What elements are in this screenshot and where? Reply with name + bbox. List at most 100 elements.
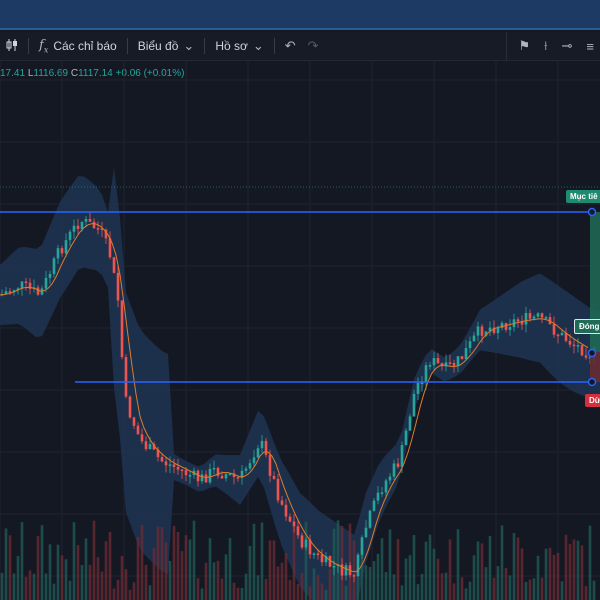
price-chart[interactable] xyxy=(0,60,600,600)
volume-bar xyxy=(400,585,404,600)
volume-bar xyxy=(376,553,380,600)
candle xyxy=(80,221,84,229)
layout-button[interactable]: Biểu đồ ⌄ xyxy=(132,32,201,60)
low-value: 1116.69 xyxy=(33,68,69,79)
candle xyxy=(136,425,140,435)
volume-bar xyxy=(516,537,520,600)
candle xyxy=(532,316,536,319)
candle xyxy=(460,356,464,360)
volume-bar xyxy=(324,589,328,600)
candle xyxy=(488,327,492,332)
horizontal-line-icon[interactable]: ⊸ xyxy=(561,38,573,53)
volume-bar xyxy=(448,539,452,600)
candle xyxy=(484,331,488,336)
chevron-down-icon: ⌄ xyxy=(252,38,264,53)
candle xyxy=(36,287,40,295)
undo-button[interactable]: ↶ xyxy=(279,32,302,60)
volume-bar xyxy=(204,562,208,600)
toolbar-divider xyxy=(126,38,128,54)
volume-bar xyxy=(480,543,484,600)
trend-line-icon[interactable]: ≡ xyxy=(586,38,594,54)
volume-bar xyxy=(32,573,36,600)
redo-button[interactable]: ↷ xyxy=(302,32,325,60)
entry-label[interactable]: Đóng xyxy=(574,319,600,334)
volume-bar xyxy=(128,589,132,600)
candle xyxy=(40,288,44,295)
candle xyxy=(584,355,588,358)
volume-bar xyxy=(452,583,456,600)
candle xyxy=(64,240,68,254)
volume-bar xyxy=(348,523,352,600)
volume-bar xyxy=(364,565,368,600)
drawing-tools: ⚑ ⟊ ⊸ ≡ xyxy=(505,32,600,60)
volume-bar xyxy=(408,555,412,600)
volume-bar xyxy=(156,526,160,600)
candle xyxy=(196,470,200,482)
volume-bar xyxy=(300,572,304,600)
volume-bar xyxy=(280,562,284,600)
candle xyxy=(228,473,232,476)
flag-icon[interactable]: ⚑ xyxy=(518,38,531,53)
candle xyxy=(212,467,216,470)
volume-bar xyxy=(52,583,56,600)
candle xyxy=(104,229,108,239)
indicators-button[interactable]: fx Các chỉ báo xyxy=(33,32,123,60)
candle xyxy=(112,257,116,273)
volume-bar xyxy=(168,560,172,600)
candle xyxy=(88,219,92,222)
candle xyxy=(468,341,472,349)
stop-label[interactable]: Dừ xyxy=(585,394,600,407)
volume-bar xyxy=(496,566,500,600)
volume-bar xyxy=(568,543,572,600)
volume-bar xyxy=(268,540,272,600)
candle xyxy=(340,564,344,576)
change-value: +0.06 (+0.01%) xyxy=(115,68,185,79)
volume-bar xyxy=(540,577,544,600)
volume-bar xyxy=(272,540,276,600)
candle xyxy=(500,322,504,328)
volume-bar xyxy=(416,584,420,600)
candle xyxy=(224,474,228,479)
candle xyxy=(560,332,564,336)
volume-bar xyxy=(212,562,216,600)
candle xyxy=(4,291,8,294)
volume-bar xyxy=(24,576,28,600)
candle xyxy=(304,539,308,548)
volume-bar xyxy=(304,521,308,600)
volume-bar xyxy=(444,572,448,600)
candle xyxy=(508,327,512,330)
indicators-label: Các chỉ báo xyxy=(53,39,117,53)
candle xyxy=(312,553,316,555)
volume-bar xyxy=(96,557,100,600)
chart-type-button[interactable] xyxy=(0,32,24,60)
candle xyxy=(124,357,128,397)
candle xyxy=(220,475,224,479)
candle xyxy=(408,416,412,431)
candle xyxy=(352,575,356,577)
volume-bar xyxy=(560,581,564,600)
volume-bar xyxy=(456,529,460,600)
template-button[interactable]: Hồ sơ ⌄ xyxy=(209,32,269,60)
candle xyxy=(380,492,384,494)
volume-bar xyxy=(124,569,128,600)
volume-bar xyxy=(472,555,476,600)
volume-bar xyxy=(88,564,92,600)
candle xyxy=(24,281,28,283)
target-label[interactable]: Mục tiê xyxy=(566,190,600,203)
candle xyxy=(440,363,444,367)
candle xyxy=(240,470,244,478)
candle xyxy=(464,348,468,360)
candle xyxy=(156,449,160,458)
volume-bar xyxy=(544,548,548,600)
volume-bar xyxy=(384,572,388,600)
volume-bar xyxy=(564,534,568,600)
volume-bar xyxy=(224,554,228,600)
volume-bar xyxy=(188,539,192,600)
volume-bar xyxy=(56,544,60,600)
volume-bar xyxy=(48,544,52,600)
volume-bar xyxy=(184,535,188,600)
candle xyxy=(556,334,560,337)
volume-bar xyxy=(28,570,32,600)
volume-bar xyxy=(64,559,68,600)
ray-tool-icon[interactable]: ⟊ xyxy=(544,38,548,53)
